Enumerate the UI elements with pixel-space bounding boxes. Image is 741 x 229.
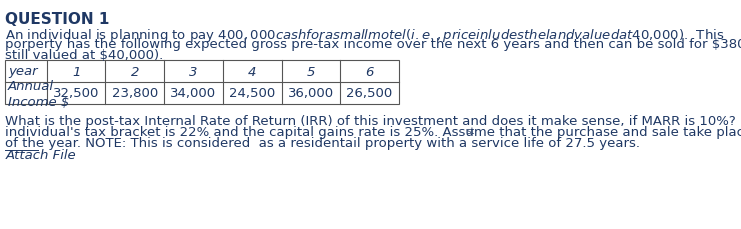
Text: 23,800: 23,800 — [112, 87, 158, 100]
Text: individual's tax bracket is 22% and the capital gains rate is 25%. Assume that t: individual's tax bracket is 22% and the … — [5, 125, 741, 138]
Bar — [5, 61, 399, 105]
Text: 34,000: 34,000 — [170, 87, 216, 100]
Text: porperty has the following expected gross pre-tax income over the next 6 years a: porperty has the following expected gros… — [5, 38, 741, 51]
Text: QUESTION 1: QUESTION 1 — [5, 12, 110, 27]
Text: still valued at $40,000).: still valued at $40,000). — [5, 49, 164, 62]
Text: of the year. NOTE: This is considered  as a residentail property with a service : of the year. NOTE: This is considered as… — [5, 136, 640, 149]
Text: Attach File: Attach File — [5, 148, 76, 161]
Text: What is the post-tax Internal Rate of Return (IRR) of this investment and does i: What is the post-tax Internal Rate of Re… — [5, 114, 741, 128]
Text: 2: 2 — [130, 65, 139, 78]
Text: 4: 4 — [248, 65, 256, 78]
Text: An individual is planning to pay $400,000 cash for a small motel (i.e., price in: An individual is planning to pay $400,00… — [5, 27, 725, 44]
Text: 5: 5 — [307, 65, 315, 78]
Text: 36,000: 36,000 — [288, 87, 334, 100]
Text: 6: 6 — [365, 65, 373, 78]
Text: Annual
Income $: Annual Income $ — [8, 79, 69, 108]
Text: year: year — [8, 65, 38, 78]
Text: st: st — [466, 126, 474, 135]
Text: 3: 3 — [189, 65, 198, 78]
Text: 24,500: 24,500 — [229, 87, 276, 100]
Text: 1: 1 — [72, 65, 80, 78]
Text: 26,500: 26,500 — [347, 87, 393, 100]
Text: 32,500: 32,500 — [53, 87, 99, 100]
